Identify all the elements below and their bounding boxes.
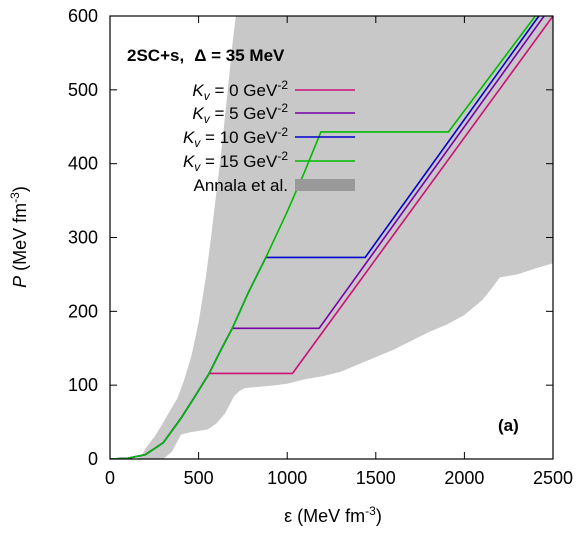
y-tick-label: 400 <box>68 154 98 174</box>
legend-label-2: Kv = 10 GeV-2 <box>183 125 288 150</box>
y-tick-label: 100 <box>68 375 98 395</box>
y-tick-label: 200 <box>68 301 98 321</box>
x-tick-label: 2000 <box>444 468 484 488</box>
x-tick-label: 500 <box>184 468 214 488</box>
y-tick-label: 300 <box>68 228 98 248</box>
legend-label-1: Kv = 5 GeV-2 <box>192 101 288 126</box>
tick-layer: 0 500 1000 1500 2000 2500 0 100 200 300 400 500 600 <box>68 6 573 488</box>
x-tick-label: 1500 <box>356 468 396 488</box>
legend-label-0: Kv = 0 GeV-2 <box>192 78 288 103</box>
series-line-3 <box>110 16 536 459</box>
legend-sample-band <box>295 179 355 191</box>
x-tick-label: 0 <box>105 468 115 488</box>
y-tick-label: 500 <box>68 80 98 100</box>
annala-band <box>136 16 553 459</box>
panel-label: (a) <box>498 416 519 435</box>
y-tick-label: 600 <box>68 6 98 26</box>
legend-label-3: Kv = 15 GeV-2 <box>183 149 288 174</box>
y-axis-label: P (MeV fm-3) <box>8 186 30 288</box>
series-layer <box>110 16 553 459</box>
y-tick-label: 0 <box>88 449 98 469</box>
chart-title: 2SC+s, Δ = 35 MeV <box>127 46 285 65</box>
x-tick-label: 2500 <box>533 468 573 488</box>
legend-label-band: Annala et al. <box>193 176 288 195</box>
annala-band-layer <box>136 16 553 459</box>
legend: Kv = 0 GeV-2Kv = 5 GeV-2Kv = 10 GeV-2Kv … <box>183 78 355 195</box>
x-tick-label: 1000 <box>267 468 307 488</box>
x-axis-label: ε (MeV fm-3) <box>284 504 382 526</box>
